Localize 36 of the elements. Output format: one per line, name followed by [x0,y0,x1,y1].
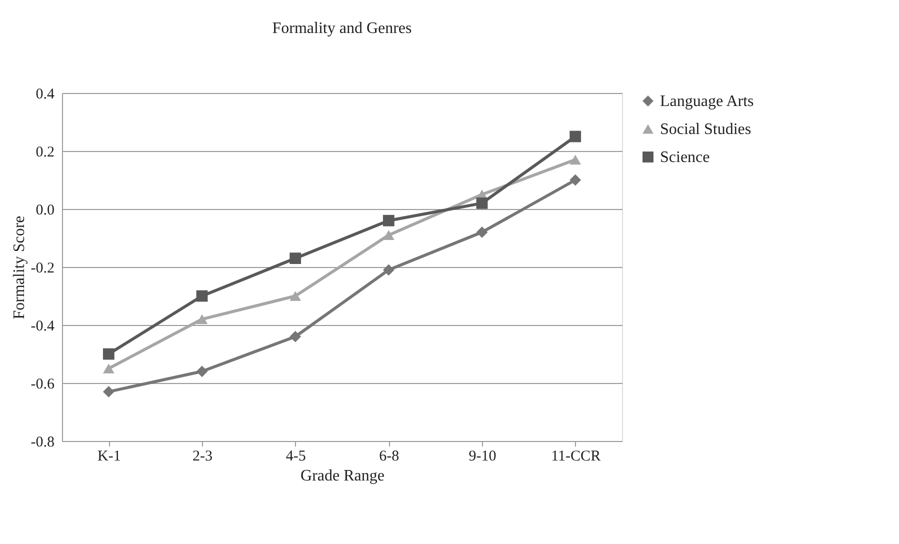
legend-label: Science [660,149,710,166]
point [290,252,302,264]
y-tick-label: 0.2 [36,144,54,160]
y-tick-label: -0.8 [30,434,54,450]
point [382,264,394,276]
point [196,290,208,302]
x-tick-label: 9-10 [468,448,496,464]
point [196,366,208,378]
legend-label: Social Studies [660,121,752,138]
x-axis-title: Grade Range [300,468,384,484]
point [290,291,302,301]
chart-title: Formality and Genres [272,20,412,37]
point [382,230,394,240]
y-tick-label: -0.4 [30,318,55,334]
y-tick-label: 0.0 [36,202,54,218]
legend-label: Language Arts [660,93,754,110]
x-tick-label: 6-8 [379,448,400,464]
y-tick-label: 0.4 [36,86,55,102]
point [570,130,582,142]
point [570,154,582,165]
y-tick-label: -0.2 [30,260,54,276]
point [102,386,114,398]
point [476,226,488,238]
point [196,314,208,324]
point [382,214,394,226]
y-axis-title: Formality Score [10,216,28,320]
point [102,364,114,374]
y-tick-label: -0.6 [30,376,55,392]
x-tick-label: 4-5 [286,448,306,464]
point [570,174,582,186]
point [102,348,114,360]
x-tick-label: K-1 [98,448,121,464]
point [290,330,302,342]
x-tick-label: 2-3 [192,448,212,464]
point [476,198,488,209]
x-tick-label: 11-CCR [551,448,601,464]
